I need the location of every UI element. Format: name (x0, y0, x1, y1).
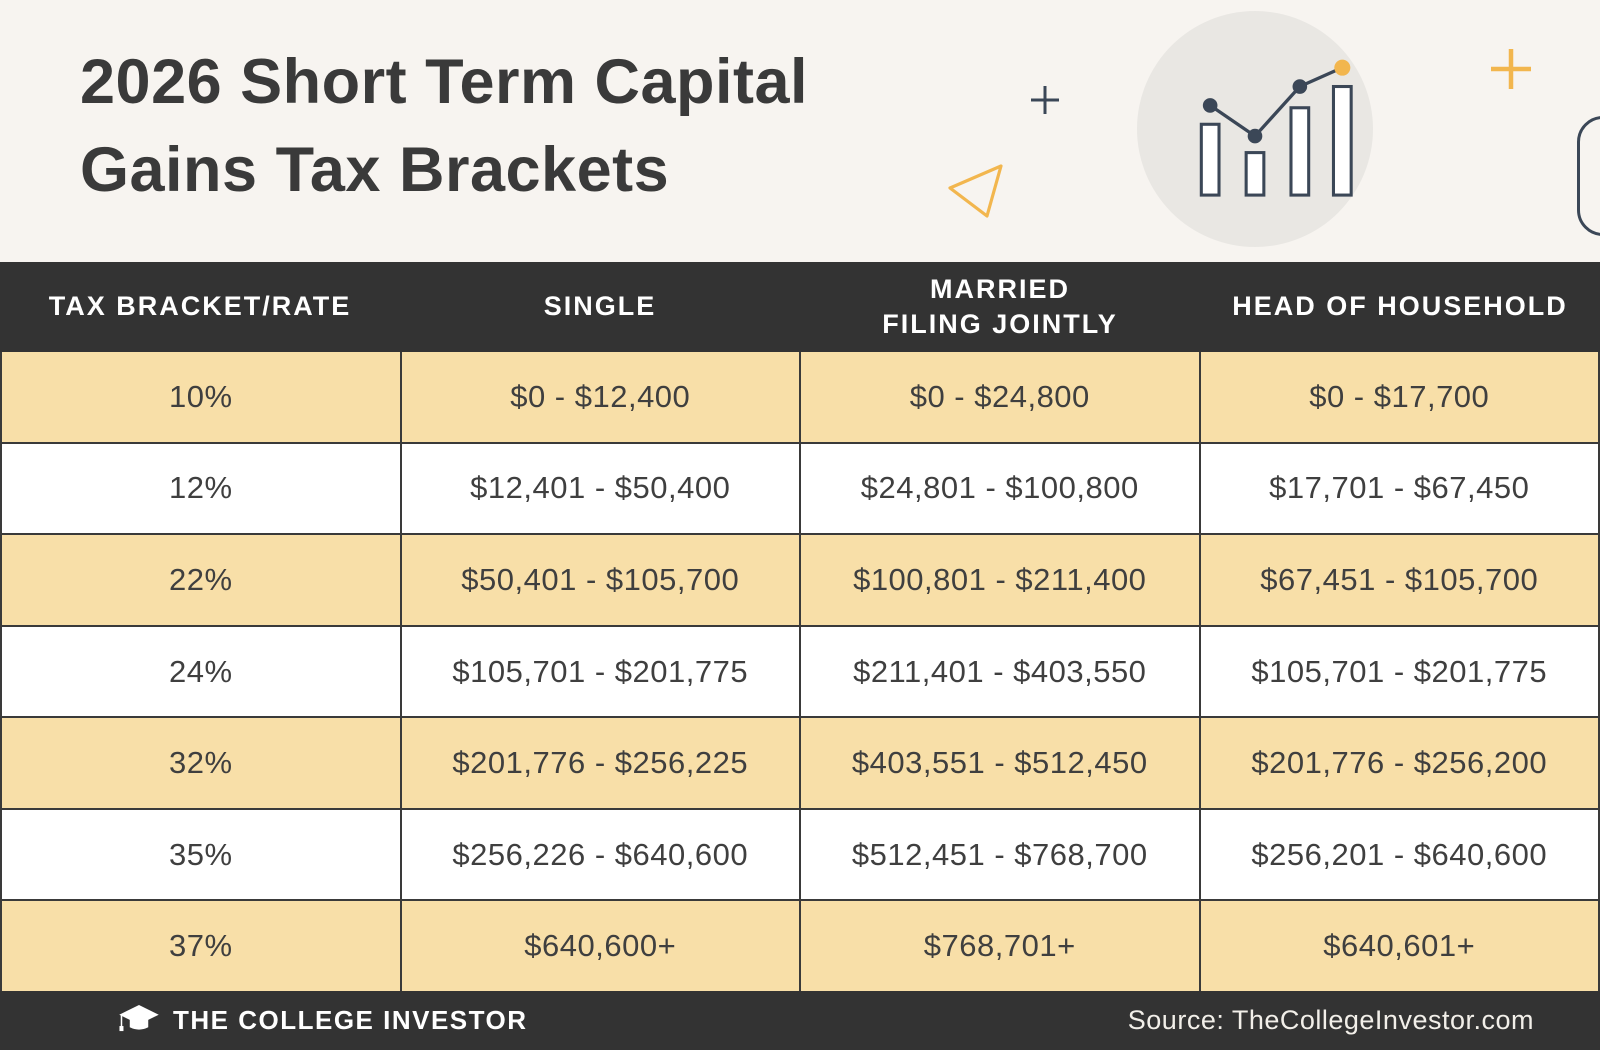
income-range-cell: $201,776 - $256,225 (399, 718, 800, 808)
column-header-head-of-household: HEAD OF HOUSEHOLD (1232, 291, 1568, 322)
rate-cell: 35% (168, 836, 233, 872)
income-range-cell: $105,701 - $201,775 (399, 626, 800, 717)
bar-chart-circle-icon (1137, 11, 1373, 247)
income-range-cell: $105,701 - $201,775 (1198, 626, 1599, 717)
table-row: 32% $201,776 - $256,225 $403,551 - $512,45… (2, 716, 1598, 808)
income-range-cell: $256,201 - $640,600 (1198, 809, 1599, 900)
income-range-cell: $0 - $17,700 (1198, 352, 1599, 442)
table-row: 22% $50,401 - $105,700 $100,801 - $211,400… (2, 533, 1598, 625)
plus-icon-large (1491, 49, 1531, 89)
income-range-cell: $0 - $24,800 (799, 352, 1199, 442)
table-header-row: TAX BRACKET/RATE SINGLE MARRIED FILING J… (0, 262, 1600, 352)
income-range-cell: $211,401 - $403,550 (799, 626, 1199, 717)
income-range-cell: $67,451 - $105,700 (1198, 535, 1599, 625)
table-row: 35% $256,226 - $640,600 $512,451 - $768,70… (2, 807, 1599, 900)
rate-cell: 10% (168, 378, 233, 414)
income-range-cell: $640,601+ (1198, 901, 1599, 992)
rate-cell: 37% (168, 928, 233, 964)
table-row: 24% $105,701 - $201,775 $211,401 - $403,55… (2, 624, 1599, 717)
rate-cell: 22% (168, 561, 233, 597)
plus-icon-small (1031, 86, 1059, 114)
income-range-cell: $0 - $12,400 (399, 352, 800, 442)
table-body: 10% $0 - $12,400 $0 - $24,800 $0 - $17,700 1… (0, 352, 1600, 992)
income-range-cell: $17,701 - $67,450 (1198, 443, 1599, 534)
rate-cell: 32% (168, 745, 233, 781)
income-range-cell: $640,600+ (399, 901, 800, 992)
hero-section: 2026 Short Term Capital Gains Tax Bracke… (0, 0, 1600, 262)
page-title: 2026 Short Term Capital Gains Tax Bracke… (80, 38, 808, 214)
table-row: 10% $0 - $12,400 $0 - $24,800 $0 - $17,700 (2, 352, 1598, 442)
income-range-cell: $24,801 - $100,800 (799, 443, 1199, 534)
income-range-cell: $512,451 - $768,700 (799, 809, 1199, 900)
rate-cell: 24% (168, 653, 233, 689)
column-header-married-filing-jointly: MARRIED FILING JOINTLY (882, 273, 1118, 339)
income-range-cell: $50,401 - $105,700 (399, 535, 800, 625)
triangle-icon (948, 164, 1003, 218)
source-attribution: Source: TheCollegeInvestor.com (1127, 1005, 1534, 1035)
brand-logo: THE COLLEGE INVESTOR (118, 1000, 528, 1042)
graduation-cap-icon (119, 1004, 159, 1031)
income-range-cell: $12,401 - $50,400 (399, 443, 800, 534)
rate-cell: 12% (168, 470, 233, 506)
income-range-cell: $100,801 - $211,400 (799, 535, 1199, 625)
brand-name: THE COLLEGE INVESTOR (173, 1005, 528, 1035)
page-title-line1: 2026 Short Term Capital (80, 47, 809, 117)
table-row: 37% $640,600+ $768,701+ $640,601+ (2, 899, 1599, 992)
table-row: 12% $12,401 - $50,400 $24,801 - $100,800 $1… (2, 441, 1599, 534)
income-range-cell: $403,551 - $512,450 (799, 718, 1199, 808)
income-range-cell: $768,701+ (799, 901, 1199, 992)
page-title-line2: Gains Tax Brackets (80, 135, 670, 206)
income-range-cell: $256,226 - $640,600 (399, 809, 800, 900)
footer-bar: THE COLLEGE INVESTOR Source: TheCollegeI… (0, 991, 1600, 1050)
column-header-single: SINGLE (543, 291, 657, 322)
column-header-tax-bracket: TAX BRACKET/RATE (48, 291, 352, 322)
income-range-cell: $201,776 - $256,200 (1198, 718, 1599, 808)
rounded-rectangle-decoration (1577, 116, 1600, 236)
